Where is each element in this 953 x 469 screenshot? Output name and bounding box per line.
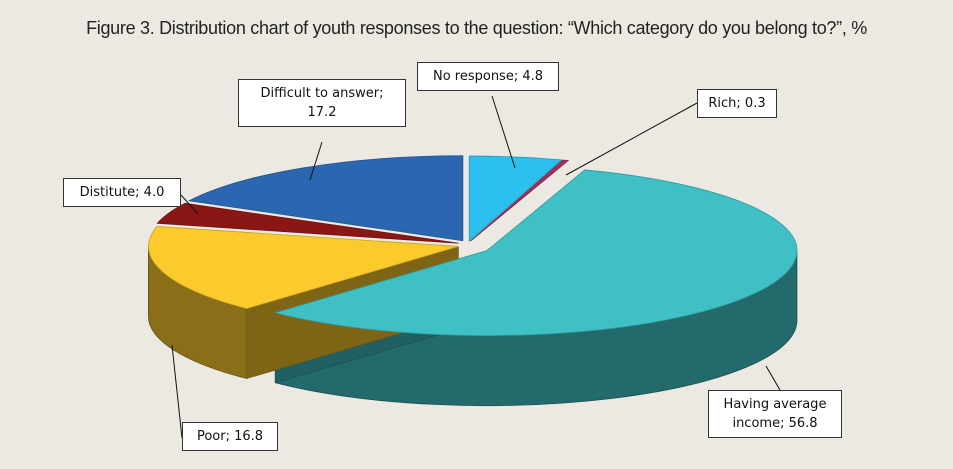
slice: [148, 226, 459, 309]
leader-line: [765, 365, 781, 391]
chart-title: Figure 3. Distribution chart of youth re…: [86, 18, 867, 38]
data-label: Difficult to answer; 17.2: [238, 79, 406, 127]
data-label: No response; 4.8: [417, 62, 559, 91]
data-label: Distitute; 4.0: [63, 178, 181, 207]
data-label: Rich; 0.3: [697, 89, 777, 118]
data-label: Poor; 16.8: [182, 422, 278, 451]
leader-line: [565, 102, 698, 176]
leader-line: [180, 194, 199, 215]
slice: [470, 159, 570, 242]
leader-line: [171, 344, 183, 439]
leader-line: [491, 95, 516, 169]
data-label: Having average income; 56.8: [708, 390, 842, 438]
slice: [468, 155, 563, 242]
slice: [156, 202, 459, 244]
leader-line: [309, 141, 323, 181]
slice: [273, 169, 798, 337]
slice: [187, 155, 464, 242]
